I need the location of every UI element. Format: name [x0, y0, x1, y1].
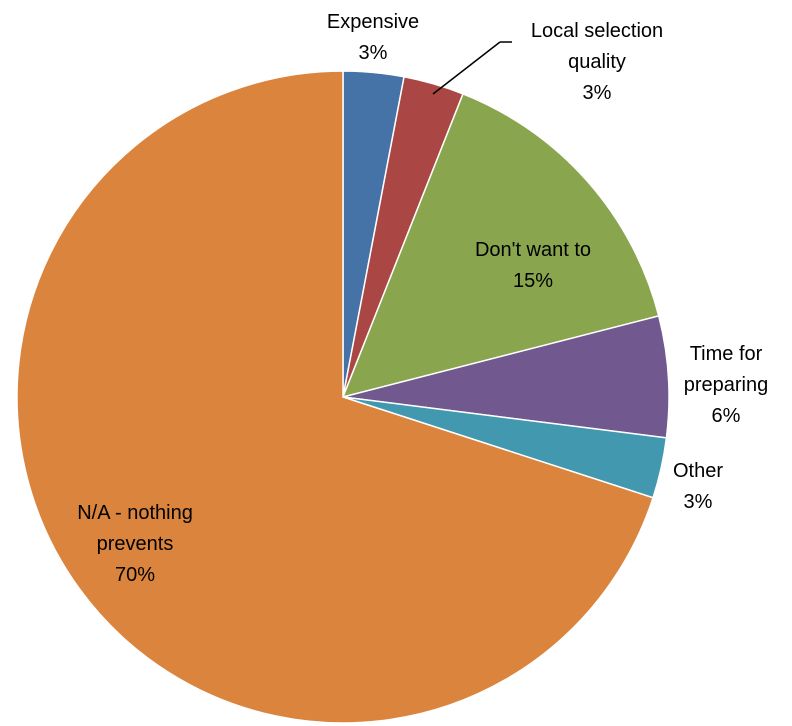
slice-percent-label: 3% [684, 491, 713, 513]
pie-slices [16, 70, 670, 724]
slice-category-label: Time for [690, 343, 763, 365]
slice-percent-label: 6% [712, 405, 741, 427]
slice-category-label: Local selection [531, 20, 663, 42]
slice-category-label: preparing [684, 374, 769, 396]
slice-label: Other 3% [673, 460, 723, 513]
leader-line-local-selection-quality [432, 41, 501, 95]
slice-label: N/A - nothing prevents 70% [77, 502, 193, 586]
slice-percent-label: 3% [359, 42, 388, 64]
slice-category-label: Don't want to [475, 239, 591, 261]
pie-slice-don-t-want-to [341, 92, 660, 399]
pie-slice-time-for-preparing [342, 315, 670, 439]
slice-percent-label: 15% [513, 270, 553, 292]
pie-slice-n-a-nothing-prevents [16, 70, 654, 724]
slice-category-label: Expensive [327, 11, 419, 33]
slice-label: Expensive 3% [327, 11, 419, 64]
slice-percent-label: 3% [583, 82, 612, 104]
slice-label: Local selection quality 3% [531, 20, 663, 104]
slice-category-label: quality [568, 51, 626, 73]
slice-percent-label: 70% [115, 564, 155, 586]
slice-category-label: N/A - nothing [77, 502, 193, 524]
slice-category-label: Other [673, 460, 723, 482]
pie-labels: Expensive 3% Local selection quality 3% Don't… [77, 11, 768, 586]
slice-label: Time for preparing 6% [684, 343, 769, 427]
slice-category-label: prevents [97, 533, 174, 555]
slice-label: Don't want to 15% [475, 239, 591, 292]
